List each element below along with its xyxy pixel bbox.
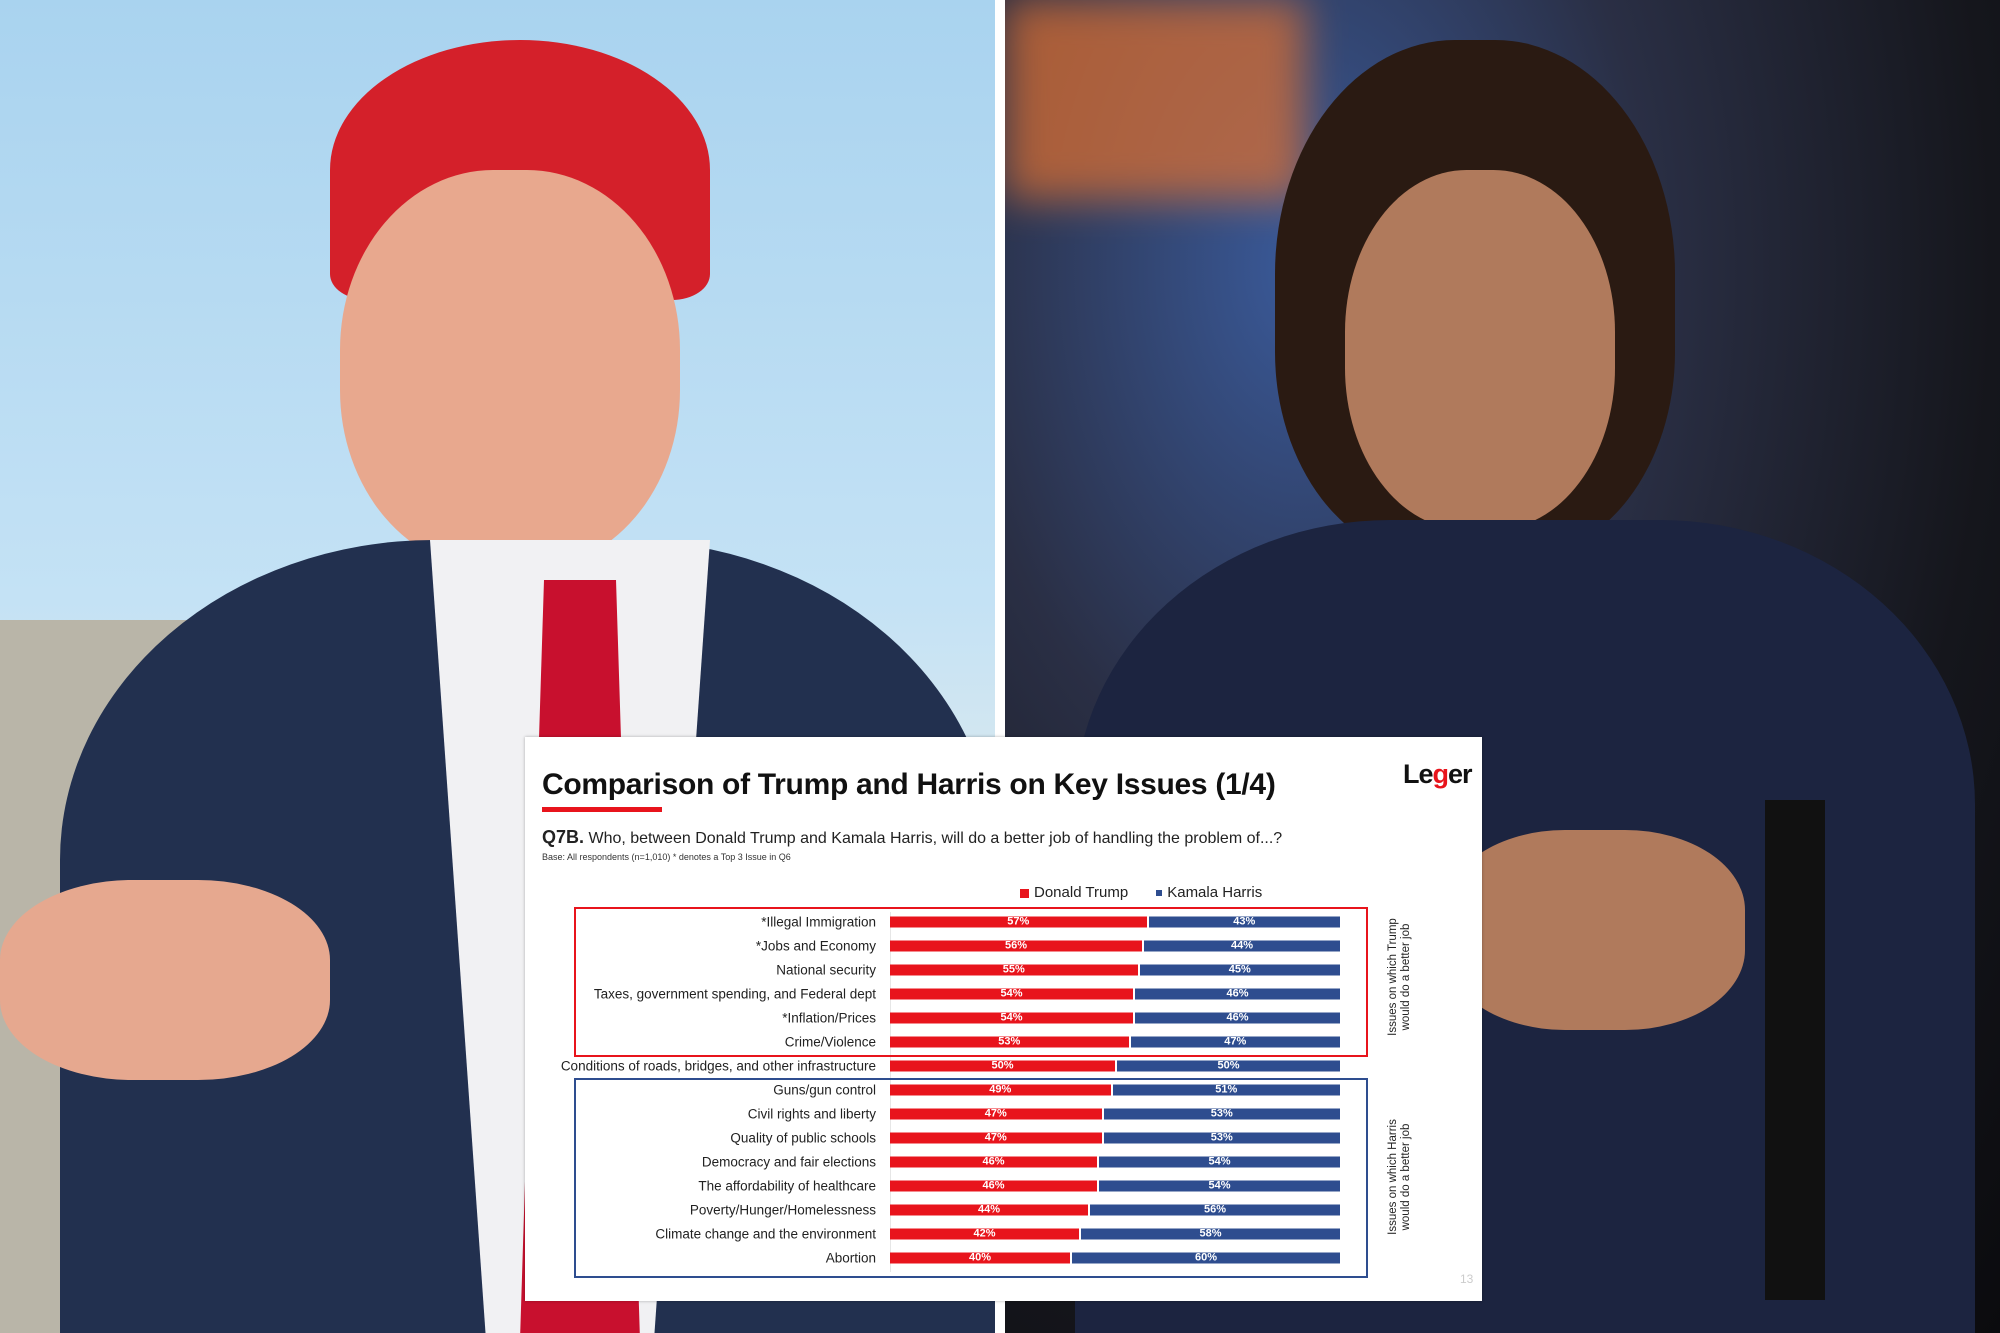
category-label: Civil rights and liberty (747, 1106, 876, 1122)
category-label: Guns/gun control (773, 1082, 876, 1098)
harris-bar: 44% (1144, 940, 1340, 952)
harris-bar: 60% (1072, 1252, 1340, 1264)
chart-title: Comparison of Trump and Harris on Key Is… (542, 768, 1276, 801)
trump-bar: 50% (890, 1060, 1115, 1072)
category-label: *Inflation/Prices (782, 1010, 876, 1026)
trump-bar: 46% (890, 1180, 1097, 1192)
trump-bar: 47% (890, 1108, 1102, 1120)
category-label: The affordability of healthcare (698, 1178, 876, 1194)
trump-bar: 54% (890, 1012, 1133, 1024)
poll-chart-slide: Comparison of Trump and Harris on Key Is… (525, 737, 1482, 1301)
harris-bar: 54% (1099, 1156, 1340, 1168)
harris-group-label: Issues on which Harris would do a better… (1387, 1119, 1412, 1235)
background-crowd (1005, 0, 1305, 200)
trump-bar: 40% (890, 1252, 1070, 1264)
category-label: *Jobs and Economy (755, 938, 876, 954)
trump-group-box (574, 907, 1368, 1057)
trump-bar: 57% (890, 916, 1147, 928)
leger-logo: Leger (1403, 759, 1473, 789)
harris-group-box (574, 1078, 1368, 1278)
legend-item-harris: Kamala Harris (1156, 884, 1262, 901)
category-label: Conditions of roads, bridges, and other … (560, 1058, 876, 1074)
base-note: Base: All respondents (n=1,010) * denote… (542, 852, 791, 862)
question-text: Q7B. Who, between Donald Trump and Kamal… (542, 827, 1283, 847)
title-underline (542, 807, 662, 812)
trump-bar: 46% (890, 1156, 1097, 1168)
harris-bar: 47% (1130, 1036, 1340, 1048)
category-label: Taxes, government spending, and Federal … (593, 986, 876, 1002)
trump-group-label: Issues on which Trump would do a better … (1387, 918, 1412, 1036)
harris-bar: 54% (1099, 1180, 1340, 1192)
category-label: Climate change and the environment (655, 1226, 876, 1242)
category-label: *Illegal Immigration (761, 914, 876, 930)
category-label: Crime/Violence (784, 1034, 876, 1050)
trump-bar: 49% (890, 1084, 1111, 1096)
trump-bar: 47% (890, 1132, 1102, 1144)
trump-bar: 44% (890, 1204, 1088, 1216)
microphone (1765, 800, 1825, 1300)
harris-bar: 50% (1117, 1060, 1340, 1072)
legend-swatch (1156, 890, 1163, 897)
hands (1445, 830, 1745, 1030)
trump-bar: 54% (890, 988, 1133, 1000)
harris-bar: 53% (1103, 1108, 1340, 1120)
harris-bar: 46% (1135, 988, 1340, 1000)
category-label: Abortion (825, 1250, 876, 1266)
category-label: National security (776, 962, 876, 978)
legend-swatch (1020, 888, 1029, 898)
bar-rows: *Illegal Immigration 57% 43% *Jobs and Econ… (525, 737, 1482, 1301)
hand (0, 880, 330, 1080)
face (340, 170, 680, 570)
harris-bar: 58% (1081, 1228, 1340, 1240)
harris-bar: 46% (1135, 1012, 1340, 1024)
trump-bar: 42% (890, 1228, 1079, 1240)
legend-item-trump: Donald Trump (1020, 884, 1128, 901)
face (1345, 170, 1615, 530)
page-number: 13 (1460, 1272, 1474, 1286)
harris-bar: 51% (1112, 1084, 1340, 1096)
category-label: Democracy and fair elections (701, 1154, 876, 1170)
category-label: Quality of public schools (730, 1130, 876, 1146)
harris-bar: 45% (1139, 964, 1340, 976)
trump-bar: 55% (890, 964, 1138, 976)
harris-bar: 56% (1090, 1204, 1340, 1216)
trump-bar: 56% (890, 940, 1142, 952)
trump-bar: 53% (890, 1036, 1129, 1048)
harris-bar: 43% (1148, 916, 1340, 928)
category-label: Poverty/Hunger/Homelessness (689, 1202, 876, 1218)
harris-bar: 53% (1103, 1132, 1340, 1144)
legend: Donald Trump Kamala Harris (1020, 884, 1262, 901)
